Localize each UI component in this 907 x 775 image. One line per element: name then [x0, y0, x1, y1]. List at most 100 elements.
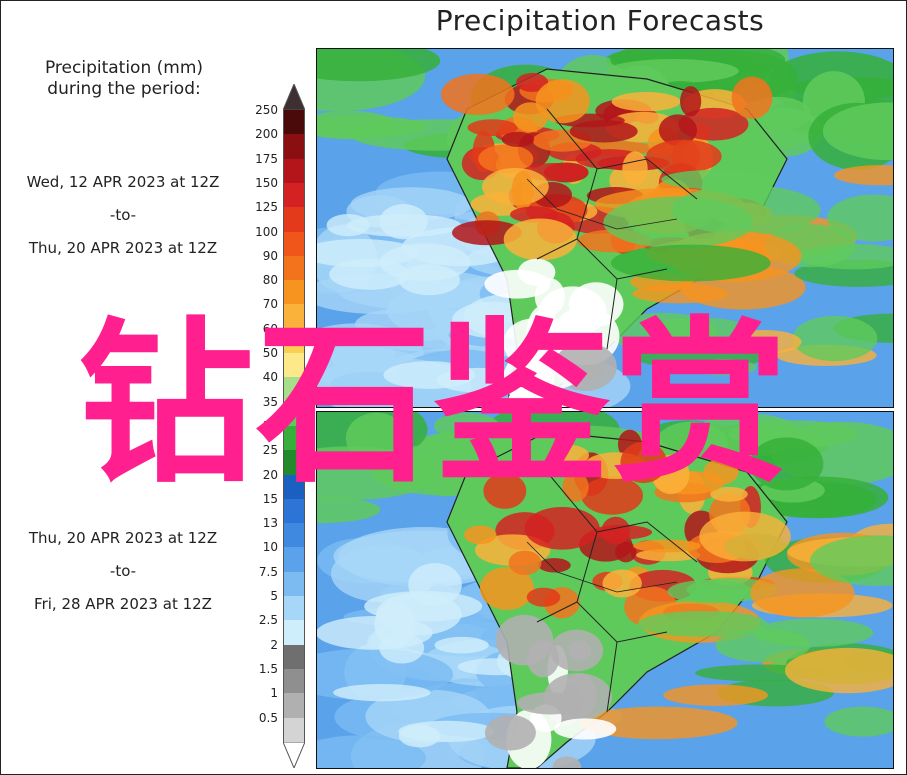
dry-area	[517, 692, 584, 715]
atlantic-rain-band	[784, 647, 893, 694]
period-1-end: Thu, 20 APR 2023 at 12Z	[28, 239, 218, 257]
colorbar-segment	[283, 353, 305, 379]
colorbar-segment	[283, 158, 305, 184]
colorbar-segment	[283, 207, 305, 233]
heavy-rain-core	[512, 102, 548, 132]
atlantic-rain-band	[578, 706, 738, 740]
heavy-rain-core	[510, 206, 559, 223]
heavy-rain-core	[602, 569, 642, 598]
rain-band	[345, 412, 407, 464]
colorbar-tick-label: 125	[255, 200, 278, 215]
heavy-rain-core	[463, 525, 497, 545]
atlantic-rain-band	[667, 579, 753, 604]
colorbar-tick-label: 13	[262, 516, 278, 531]
dry-area	[527, 640, 560, 678]
heavy-rain-core	[601, 516, 631, 545]
dry-area	[379, 203, 428, 240]
colorbar-segment	[283, 523, 305, 549]
colorbar-tick-label: 70	[262, 297, 278, 312]
country-border	[526, 178, 678, 230]
colorbar-segment	[283, 182, 305, 209]
colorbar-tick-label: 30	[262, 418, 278, 433]
atlantic-rain-band	[663, 684, 768, 706]
colorbar-segment	[283, 134, 305, 160]
heavy-rain-core	[460, 460, 504, 475]
colorbar-segment	[283, 425, 305, 452]
colorbar-tick-label: 25	[262, 443, 278, 458]
colorbar-segment	[283, 596, 305, 622]
period-2-end: Fri, 28 APR 2023 at 12Z	[34, 595, 212, 613]
colorbar-tick-label: 0.5	[258, 710, 278, 725]
colorbar-tick-label: 5	[270, 589, 278, 603]
colorbar-top-arrow	[283, 84, 305, 110]
heavy-rain-core	[581, 476, 644, 515]
heavy-rain-core	[511, 170, 534, 211]
dry-area	[553, 718, 617, 740]
colorbar-tick-label: 20	[262, 467, 278, 482]
colorbar-segment	[283, 280, 305, 306]
dry-area	[317, 239, 419, 268]
atlantic-rain-band	[834, 165, 893, 186]
forecast-map-period-1	[316, 48, 894, 408]
rain-band	[434, 412, 500, 440]
heavy-rain-core	[731, 76, 773, 119]
dry-area	[550, 629, 604, 672]
rain-band	[749, 437, 824, 491]
colorbar-segment	[283, 571, 305, 597]
heavy-rain-core	[569, 120, 638, 143]
atlantic-rain-band	[810, 535, 893, 586]
heavy-rain-core	[611, 92, 681, 112]
dry-area	[507, 384, 571, 407]
heavy-rain-core	[550, 445, 589, 466]
colorbar-segment	[283, 377, 305, 403]
colorbar-segment	[283, 474, 305, 500]
colorbar-segment	[283, 717, 305, 743]
colorbar-tick-label: 15	[262, 491, 278, 506]
colorbar-tick-label: 2	[270, 637, 278, 652]
dry-area	[376, 592, 462, 636]
colorbar-tick-label: 7.5	[258, 564, 278, 579]
rain-band	[317, 115, 428, 138]
rain-band	[317, 49, 441, 82]
colorbar-segment	[283, 231, 305, 257]
colorbar-tick-label: 90	[262, 248, 278, 263]
ocean-precip-area	[317, 735, 426, 768]
heavy-rain-core	[658, 114, 698, 146]
dry-area	[434, 636, 489, 654]
colorbar-bottom-arrow	[283, 741, 305, 768]
colorbar-segment	[283, 620, 305, 646]
atlantic-rain-band	[727, 329, 802, 354]
period-1-label: Wed, 12 APR 2023 at 12Z -to- Thu, 20 APR…	[0, 166, 246, 265]
heavy-rain-core	[538, 558, 571, 573]
atlantic-rain-band	[661, 169, 774, 190]
atlantic-rain-band	[632, 283, 729, 304]
heavy-rain-core	[562, 471, 589, 502]
dry-area	[398, 720, 495, 743]
atlantic-rain-band	[603, 196, 754, 249]
period-2-label: Thu, 20 APR 2023 at 12Z -to- Fri, 28 APR…	[0, 522, 246, 621]
heavy-rain-core	[620, 441, 667, 484]
country-border	[536, 108, 698, 350]
atlantic-rain-band	[699, 511, 791, 562]
heavy-rain-core	[501, 131, 535, 147]
dry-area	[517, 258, 556, 286]
atlantic-rain-band	[824, 706, 893, 737]
legend-title-line1: Precipitation (mm)	[44, 58, 204, 78]
country-border	[526, 541, 678, 593]
atlantic-rain-band	[792, 315, 878, 362]
period-1-start: Wed, 12 APR 2023 at 12Z	[26, 173, 220, 191]
period-1-sep: -to-	[109, 206, 137, 224]
country-border	[536, 471, 698, 713]
colorbar-tick-label: 50	[262, 346, 278, 360]
colorbar-tick-label: 1.5	[258, 661, 278, 676]
atlantic-rain-band	[637, 611, 768, 637]
colorbar-segment	[283, 644, 305, 670]
heavy-rain-core	[467, 119, 518, 136]
colorbar-segment	[283, 450, 305, 476]
period-2-sep: -to-	[109, 562, 137, 580]
heavy-rain-core	[479, 567, 534, 610]
colorbar-segment	[283, 110, 305, 136]
heavy-rain-core	[703, 458, 739, 485]
forecast-map-period-2	[316, 411, 894, 769]
heavy-rain-core	[526, 587, 561, 607]
